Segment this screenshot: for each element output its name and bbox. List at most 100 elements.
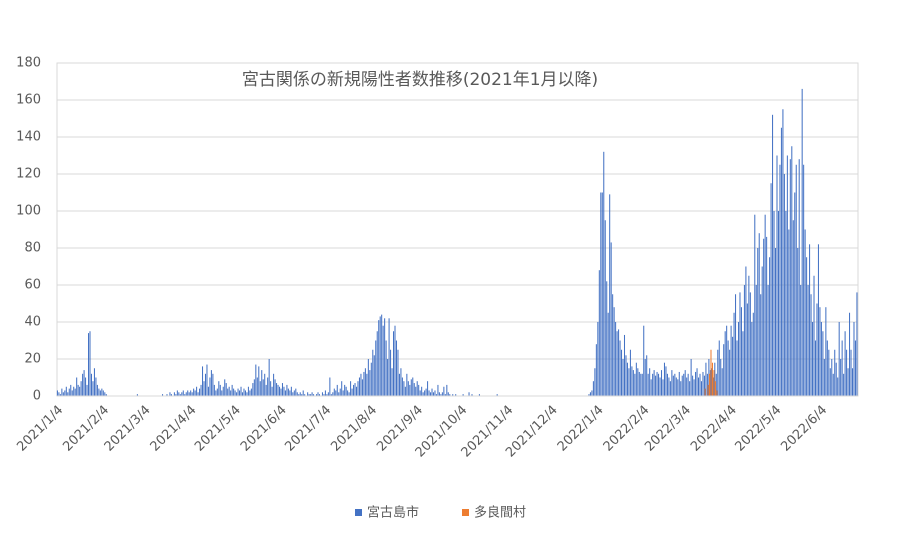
bar (432, 392, 435, 396)
bar (73, 386, 75, 396)
bar (780, 127, 782, 396)
bar (757, 248, 759, 396)
bar (77, 384, 79, 396)
bar (704, 388, 706, 396)
bar (68, 388, 70, 396)
bar (496, 394, 498, 396)
bar (261, 370, 263, 396)
bar (740, 307, 742, 396)
bar (655, 375, 657, 396)
bar (732, 336, 734, 396)
bar (739, 292, 741, 396)
bar (769, 257, 771, 396)
bar (440, 394, 442, 396)
bar (604, 220, 606, 396)
bar (601, 192, 603, 396)
bar (803, 164, 805, 396)
bar (264, 373, 266, 396)
bar (770, 183, 772, 396)
bar (764, 214, 766, 396)
bar (797, 248, 799, 396)
bar (647, 373, 649, 396)
bar (721, 368, 723, 396)
bar (344, 384, 346, 396)
bar (283, 386, 285, 396)
bar (592, 381, 594, 396)
bar (801, 88, 803, 397)
bar (350, 381, 352, 396)
bar (789, 159, 791, 396)
bar (323, 394, 325, 396)
y-tick-label: 40 (24, 315, 41, 330)
bar (612, 294, 614, 396)
bar (837, 377, 839, 396)
bar (62, 392, 64, 396)
bar (428, 390, 430, 396)
bar (672, 375, 674, 396)
bar (714, 381, 716, 396)
bar (355, 386, 358, 396)
bar (293, 390, 295, 396)
legend-swatch (355, 509, 362, 516)
bar (348, 392, 350, 396)
bar (727, 340, 729, 396)
y-tick-label: 0 (33, 389, 41, 404)
bar (289, 390, 291, 396)
bar (708, 359, 710, 396)
y-tick-label: 60 (24, 278, 41, 293)
bar (70, 384, 72, 396)
bar (588, 394, 590, 396)
bar (370, 362, 372, 396)
y-tick-label: 180 (16, 56, 41, 71)
bar (311, 392, 313, 396)
bar (443, 386, 445, 396)
bar (696, 368, 698, 396)
bar (79, 386, 81, 396)
y-tick-label: 80 (24, 241, 41, 256)
bar (342, 390, 344, 396)
bar (663, 362, 665, 396)
bar (292, 392, 294, 396)
bar (252, 383, 254, 396)
bar (92, 381, 94, 396)
bar (102, 390, 104, 396)
bar (449, 394, 451, 396)
bar (329, 377, 331, 396)
bar (794, 192, 796, 396)
bar (671, 370, 673, 396)
bar (715, 373, 717, 396)
bar (425, 388, 427, 396)
bar (644, 359, 646, 396)
bar (212, 373, 214, 396)
bar (406, 373, 408, 396)
bar (191, 392, 193, 396)
bar (347, 390, 349, 396)
bar (707, 384, 709, 396)
bar (204, 373, 207, 396)
bar (782, 109, 784, 396)
bar (681, 375, 683, 396)
bar (843, 373, 845, 396)
bar (397, 349, 399, 396)
bar (589, 392, 591, 396)
bar (203, 381, 205, 396)
bar (80, 381, 82, 396)
bar (372, 349, 374, 396)
bar (674, 373, 676, 396)
bar (609, 194, 611, 396)
bar (298, 394, 300, 396)
bar (723, 344, 725, 396)
bar (853, 322, 855, 396)
bar (364, 368, 366, 396)
bar (737, 322, 740, 396)
bar (244, 390, 246, 396)
bar (64, 390, 66, 396)
bar (452, 394, 454, 396)
bar (659, 377, 661, 396)
bar (628, 368, 630, 396)
bar (832, 373, 834, 396)
bar (712, 377, 714, 396)
bar (416, 381, 418, 396)
